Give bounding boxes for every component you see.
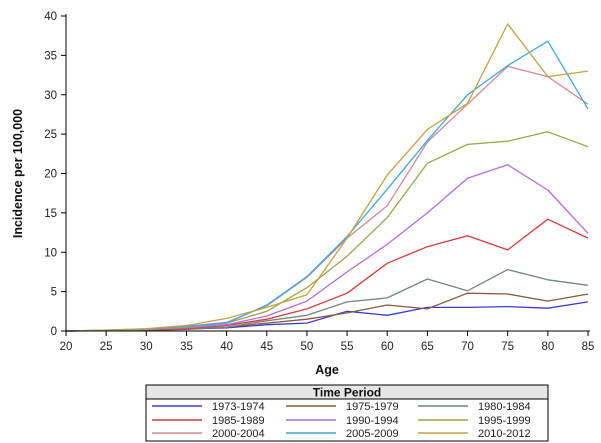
- y-tick-label: 0: [51, 326, 57, 338]
- axes: 20 25 30 35 40 45 50 55 60 65 70 75 80 85 0 5 10 15 20 25 3…: [44, 11, 594, 353]
- x-tick-label: 20: [60, 341, 73, 353]
- legend-label-2005-2009: 2005-2009: [346, 428, 399, 440]
- x-tick-label: 55: [341, 341, 354, 353]
- x-tick-label: 40: [220, 341, 233, 353]
- series-line-2010-2012: [65, 23, 589, 332]
- series-line-1985-1989: [65, 218, 589, 332]
- x-tick-label: 50: [301, 341, 314, 353]
- x-tick-label: 60: [381, 341, 394, 353]
- y-ticks: 0 5 10 15 20 25 30 35 40: [44, 11, 66, 338]
- legend-label-1973-1974: 1973-1974: [212, 401, 265, 413]
- y-axis-title: Incidence per 100,000: [11, 109, 25, 238]
- y-tick-label: 40: [44, 11, 57, 23]
- x-tick-label: 45: [260, 341, 273, 353]
- x-tick-label: 85: [582, 341, 595, 353]
- series-line-2005-2009: [65, 40, 589, 332]
- legend-entries: 1973-1974 1975-1979 1980-1984 1985-1989 1990…: [152, 401, 531, 440]
- x-tick-label: 70: [461, 341, 474, 353]
- y-tick-label: 30: [44, 90, 57, 102]
- legend-label-1995-1999: 1995-1999: [478, 415, 531, 427]
- y-tick-label: 15: [44, 208, 57, 220]
- y-tick-label: 35: [44, 50, 57, 62]
- legend-label-1990-1994: 1990-1994: [346, 415, 399, 427]
- x-axis-title: Age: [315, 363, 339, 377]
- y-tick-label: 10: [44, 247, 57, 259]
- legend-label-1980-1984: 1980-1984: [478, 401, 531, 413]
- x-tick-label: 35: [180, 341, 193, 353]
- y-tick-label: 20: [44, 169, 57, 181]
- legend-label-2010-2012: 2010-2012: [478, 428, 531, 440]
- plot-lines: [65, 23, 589, 332]
- legend-title-background: [146, 385, 548, 400]
- legend: Time Period 1973-1974 1975-1979 1980-19841…: [145, 384, 549, 442]
- series-line-1980-1984: [65, 268, 589, 332]
- legend-label-2000-2004: 2000-2004: [212, 428, 265, 440]
- x-tick-label: 65: [421, 341, 434, 353]
- x-tick-label: 25: [100, 341, 113, 353]
- legend-label-1975-1979: 1975-1979: [346, 401, 399, 413]
- x-tick-label: 80: [541, 341, 554, 353]
- series-line-2000-2004: [65, 65, 589, 332]
- x-tick-label: 75: [501, 341, 514, 353]
- legend-title: Time Period: [313, 386, 381, 400]
- legend-label-1985-1989: 1985-1989: [212, 415, 265, 427]
- x-ticks: 20 25 30 35 40 45 50 55 60 65 70 75 80 85: [60, 331, 595, 353]
- series-line-1975-1979: [65, 292, 589, 332]
- y-tick-label: 5: [51, 287, 57, 299]
- x-tick-label: 30: [140, 341, 153, 353]
- y-tick-label: 25: [44, 129, 57, 141]
